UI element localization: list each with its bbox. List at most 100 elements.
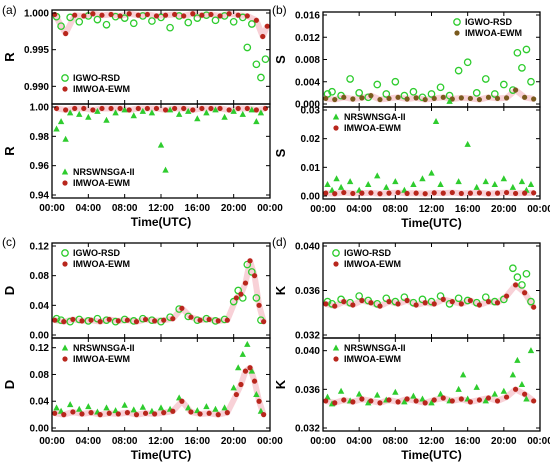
data-point xyxy=(103,116,110,123)
data-point xyxy=(350,399,356,405)
data-point xyxy=(248,106,256,113)
y-tick-label: 1.00 xyxy=(30,103,50,114)
data-point xyxy=(482,178,489,185)
data-point xyxy=(76,110,83,117)
data-point xyxy=(494,95,501,102)
data-point xyxy=(179,305,185,311)
x-tick-label: 00:00 xyxy=(527,436,550,447)
data-point xyxy=(157,404,165,411)
data-point xyxy=(499,80,508,89)
data-point xyxy=(400,91,409,100)
data-point xyxy=(377,96,383,103)
data-point xyxy=(422,400,428,406)
x-axis-label: Time(UTC) xyxy=(401,216,461,230)
data-point xyxy=(166,106,174,113)
data-point xyxy=(431,301,437,307)
x-tick-label: 04:00 xyxy=(346,204,372,215)
data-point xyxy=(221,113,228,120)
y-axis-label: D xyxy=(2,286,17,295)
data-point xyxy=(170,408,176,414)
data-point xyxy=(181,105,187,112)
data-point xyxy=(52,317,58,323)
data-point xyxy=(152,318,158,324)
data-point xyxy=(527,181,535,188)
data-point xyxy=(106,316,112,323)
data-point xyxy=(57,22,65,31)
data-point xyxy=(257,407,265,414)
data-point xyxy=(117,105,123,112)
data-point xyxy=(350,190,356,197)
data-point xyxy=(226,11,232,17)
y-tick-label: 0.96 xyxy=(30,161,50,172)
data-point xyxy=(70,316,76,323)
x-axis-label: Time(UTC) xyxy=(131,448,191,462)
data-point xyxy=(449,189,455,196)
data-point xyxy=(413,302,419,308)
x-tick-label: 08:00 xyxy=(383,436,409,447)
y-axis-label: K xyxy=(273,285,288,295)
data-point xyxy=(57,407,65,414)
data-point xyxy=(341,94,347,100)
data-point xyxy=(368,300,374,306)
chart-panel-0: (a)0.9900.9951.000RIGWO-RSDIMWOA-EWM0.94… xyxy=(2,3,283,229)
data-point xyxy=(229,297,238,306)
data-point xyxy=(473,183,480,190)
data-point xyxy=(185,107,192,114)
data-point xyxy=(243,260,252,269)
legend-marker xyxy=(453,18,461,26)
data-point xyxy=(382,90,391,98)
series-1 xyxy=(53,105,269,113)
data-point xyxy=(527,77,535,86)
data-point xyxy=(332,400,338,406)
data-point xyxy=(70,409,76,415)
data-point xyxy=(193,14,202,22)
series-1 xyxy=(323,189,537,197)
data-point xyxy=(161,317,167,323)
x-tick-label: 12:00 xyxy=(148,436,174,447)
panel-label: (d) xyxy=(272,235,287,249)
chart-panel-3: (d)0.0320.0360.040KIGWO-RSDIMWOA-EWM0.03… xyxy=(272,235,550,462)
data-point xyxy=(512,190,519,197)
data-point xyxy=(431,190,437,196)
x-tick-label: 12:00 xyxy=(419,204,445,215)
data-point xyxy=(410,181,417,188)
data-point xyxy=(346,178,354,185)
data-point xyxy=(185,404,192,411)
data-point xyxy=(323,190,329,196)
data-point xyxy=(166,23,174,32)
data-point xyxy=(106,410,112,416)
data-point xyxy=(418,295,427,304)
data-point xyxy=(449,96,455,102)
data-point xyxy=(162,107,169,113)
data-point xyxy=(75,17,84,26)
data-point xyxy=(224,317,230,323)
data-point xyxy=(175,110,183,117)
data-point xyxy=(115,411,121,417)
data-point xyxy=(121,106,128,113)
data-point xyxy=(215,318,221,324)
x-tick-label: 00:00 xyxy=(39,203,65,214)
legend-label: NRSWNSGA-II xyxy=(344,112,406,122)
data-point xyxy=(239,110,246,117)
data-point xyxy=(121,401,128,408)
data-point xyxy=(437,390,444,397)
data-point xyxy=(355,292,364,300)
data-point xyxy=(251,273,258,279)
series-1 xyxy=(52,365,267,418)
data-point xyxy=(244,105,250,112)
data-point xyxy=(206,410,212,416)
data-point xyxy=(253,17,259,23)
data-point xyxy=(124,317,130,323)
data-point xyxy=(386,95,392,102)
data-point xyxy=(392,388,399,395)
data-point xyxy=(170,316,176,322)
data-point xyxy=(264,23,270,29)
data-point xyxy=(437,181,444,188)
data-point xyxy=(337,183,345,190)
data-point xyxy=(224,410,230,416)
data-point xyxy=(172,11,178,18)
data-point xyxy=(243,43,252,52)
